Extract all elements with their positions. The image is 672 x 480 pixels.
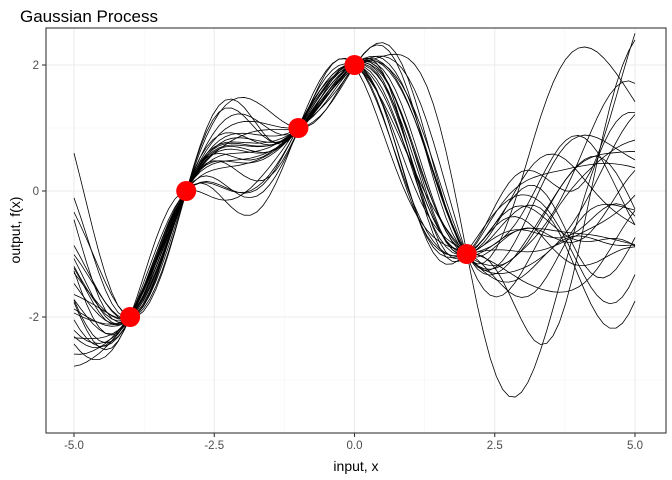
observation-point: [288, 118, 309, 138]
y-axis: -2 0 2: [29, 60, 46, 324]
x-tick-label: -5.0: [64, 440, 84, 452]
x-tick-label: -2.5: [204, 440, 224, 452]
observation-point: [456, 244, 477, 264]
x-tick-label: 2.5: [487, 440, 503, 452]
grid: [46, 28, 666, 433]
observation-points: [120, 55, 477, 327]
chart-title: Gaussian Process: [20, 7, 158, 26]
x-axis: -5.0 -2.5 0.0 2.5 5.0: [64, 433, 643, 452]
panel-border: [45, 27, 667, 434]
y-tick-label: 0: [33, 186, 39, 198]
y-tick-label: -2: [29, 312, 39, 324]
y-axis-title: output, f(x): [7, 197, 23, 264]
x-tick-label: 5.0: [627, 440, 643, 452]
observation-point: [120, 307, 141, 327]
x-axis-title: input, x: [333, 458, 378, 474]
observation-point: [344, 55, 365, 75]
observation-point: [176, 181, 197, 201]
y-tick-label: 2: [33, 60, 39, 72]
x-tick-label: 0.0: [347, 440, 363, 452]
